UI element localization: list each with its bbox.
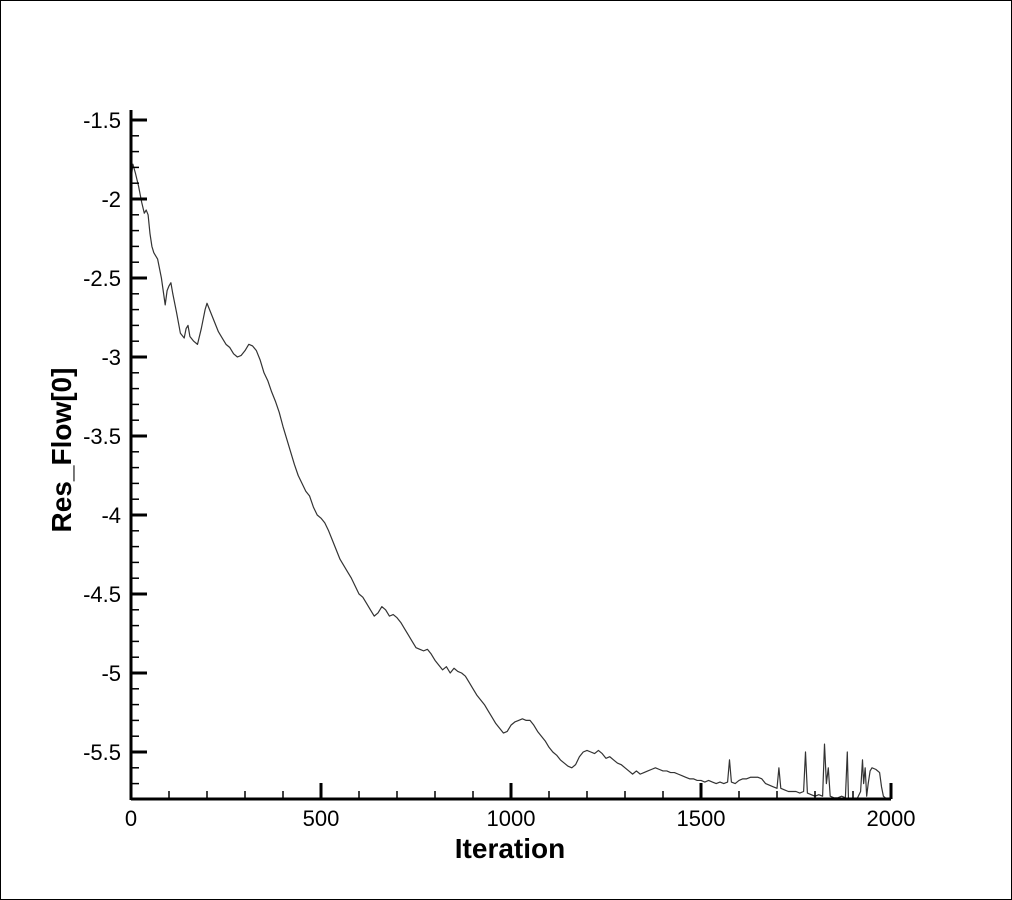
series-layer [130,163,890,800]
labels-layer: 0 500 1000 1500 2000 -1.5 -2 -2.5 -3 -3.5 -4 -4.5 -5… [83,108,915,831]
axes-layer [129,110,891,801]
y-tick-label: -5 [101,661,121,686]
y-tick-label: -4.5 [83,582,121,607]
x-tick-label: 1000 [487,806,536,831]
y-axis-title: Res_Flow[0] [46,368,77,533]
x-tick-label: 2000 [867,806,916,831]
y-tick-label: -2 [101,187,121,212]
y-tick-label: -3.5 [83,424,121,449]
x-tick-label: 1500 [677,806,726,831]
y-tick-label: -5.5 [83,740,121,765]
y-tick-label: -4 [101,503,121,528]
ticks-layer [129,118,893,799]
x-tick-label: 500 [303,806,340,831]
x-tick-label: 0 [125,806,137,831]
y-tick-label: -3 [101,345,121,370]
y-tick-label: -2.5 [83,266,121,291]
series-line-0 [130,163,890,800]
y-tick-label: -1.5 [83,108,121,133]
x-axis-title: Iteration [455,833,565,864]
